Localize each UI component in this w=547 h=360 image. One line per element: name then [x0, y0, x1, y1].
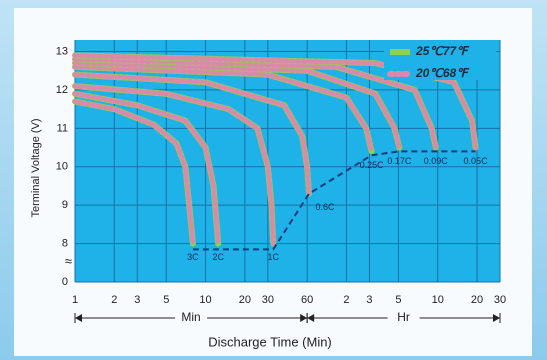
- series-label: 0.05C: [464, 156, 489, 166]
- curves: [72, 52, 479, 251]
- x-axis-label: Discharge Time (Min): [208, 334, 332, 349]
- x-tick-label: 1: [72, 294, 78, 306]
- legend-label: 20℃68℉: [415, 66, 470, 80]
- curve-20c: [72, 56, 439, 151]
- curve-20c: [72, 52, 479, 151]
- series-label: 0.25C: [360, 160, 385, 170]
- legend-label: 25℃77℉: [415, 44, 470, 58]
- range-label: Hr: [397, 310, 410, 324]
- series-label: 0.6C: [316, 202, 336, 212]
- x-tick-label: 5: [395, 294, 401, 306]
- x-tick-label: 60: [301, 294, 313, 306]
- series-label: 0.17C: [387, 156, 412, 166]
- x-tick-label: 3: [366, 294, 372, 306]
- y-tick-label: 13: [56, 45, 68, 57]
- curve-20c: [72, 83, 276, 247]
- range-label-bg: [175, 311, 208, 325]
- series-label: 3C: [187, 252, 199, 262]
- curve-20c: [72, 72, 312, 197]
- y-tick-label: 10: [56, 161, 68, 173]
- y-tick-label: 8: [62, 237, 68, 249]
- series-label: 0.09C: [424, 156, 449, 166]
- cutoff-line: [192, 150, 476, 251]
- x-tick-label: 20: [239, 294, 251, 306]
- x-tick-label: 30: [262, 294, 274, 306]
- range-label-bg: [387, 311, 420, 325]
- y-axis-label: Terminal Voltage (V): [30, 118, 42, 217]
- x-tick-label: 3: [134, 294, 140, 306]
- y-tick-label: 12: [56, 84, 68, 96]
- curve-20c: [72, 60, 402, 151]
- x-tick-label: 10: [199, 294, 211, 306]
- series-label: 2C: [212, 252, 224, 262]
- y-tick-label: 0: [62, 276, 68, 288]
- x-tick-label: 5: [163, 294, 169, 306]
- x-tick-label: 2: [111, 294, 117, 306]
- y-tick-label: 11: [57, 122, 68, 134]
- x-tick-label: 30: [494, 294, 506, 306]
- curve-20c: [72, 91, 221, 247]
- axis-break: ≈: [65, 253, 72, 268]
- y-tick-label: 9: [62, 199, 68, 211]
- range-label: Min: [181, 310, 200, 324]
- x-tick-label: 20: [471, 294, 483, 306]
- series-label: 1C: [267, 252, 279, 262]
- curve-20c: [72, 64, 375, 154]
- x-tick-label: 2: [343, 294, 349, 306]
- x-tick-label: 10: [432, 294, 444, 306]
- curve-20c: [72, 98, 196, 247]
